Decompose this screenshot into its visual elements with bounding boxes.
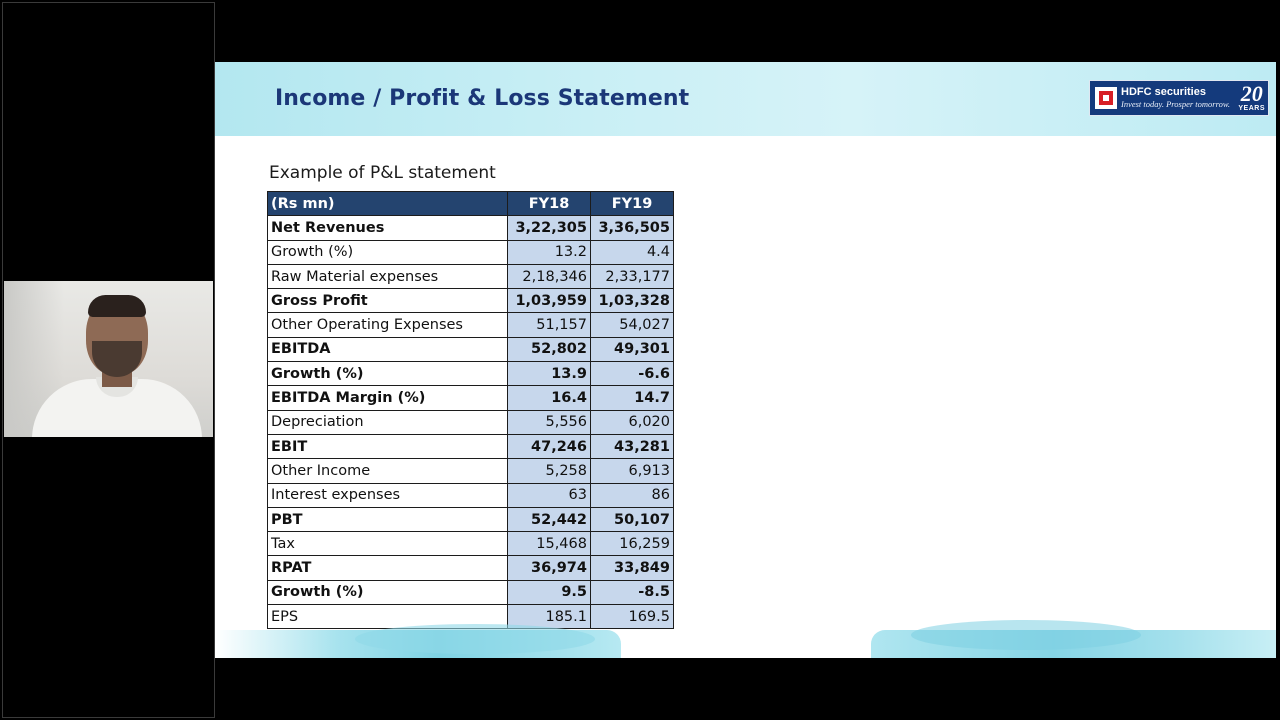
row-label: EBITDA	[267, 336, 508, 363]
row-label: Other Income	[267, 458, 508, 484]
row-value-fy19: 6,020	[590, 409, 674, 435]
row-value-fy19: 49,301	[590, 336, 674, 363]
table-body: Net Revenues 3,22,305 3,36,505 Growth (%) 13…	[267, 215, 674, 630]
table-row: Net Revenues 3,22,305 3,36,505	[267, 215, 674, 241]
row-label: RPAT	[267, 555, 508, 581]
row-value-fy19: 169.5	[590, 604, 674, 630]
row-value-fy18: 36,974	[507, 555, 591, 581]
table-row: EBITDA 52,802 49,301	[267, 336, 674, 363]
pl-statement-table: (Rs mn) FY18 FY19 Net Revenues 3,22,305 3,…	[267, 190, 674, 630]
row-label: Gross Profit	[267, 288, 508, 314]
slide-title: Income / Profit & Loss Statement	[275, 86, 690, 111]
row-value-fy19: 86	[590, 482, 674, 508]
row-label: EBITDA Margin (%)	[267, 385, 508, 411]
row-value-fy18: 47,246	[507, 433, 591, 460]
column-header-unit: (Rs mn)	[267, 190, 508, 217]
presenter-hair	[88, 295, 146, 317]
table-row: Gross Profit 1,03,959 1,03,328	[267, 288, 674, 314]
row-value-fy19: -8.5	[590, 579, 674, 606]
row-label: Growth (%)	[267, 579, 508, 606]
row-value-fy18: 16.4	[507, 385, 591, 411]
row-label: Growth (%)	[267, 239, 508, 265]
row-value-fy19: 3,36,505	[590, 215, 674, 241]
logo-text: HDFC securities Invest today. Prosper to…	[1121, 81, 1230, 115]
row-value-fy18: 63	[507, 482, 591, 508]
row-value-fy19: -6.6	[590, 361, 674, 387]
logo-tagline: Invest today. Prosper tomorrow.	[1121, 99, 1230, 109]
row-value-fy19: 2,33,177	[590, 263, 674, 290]
footer-wave-left	[215, 624, 621, 658]
table-row: Growth (%) 9.5 -8.5	[267, 579, 674, 606]
table-row: Interest expenses 63 86	[267, 482, 674, 508]
row-label: Growth (%)	[267, 361, 508, 387]
presentation-slide: Income / Profit & Loss Statement HDFC se…	[215, 62, 1276, 658]
row-label: Other Operating Expenses	[267, 312, 508, 338]
row-label: Depreciation	[267, 409, 508, 435]
row-label: EPS	[267, 604, 508, 630]
slide-header-band: Income / Profit & Loss Statement HDFC se…	[215, 62, 1276, 136]
row-value-fy18: 52,442	[507, 506, 591, 533]
table-row: Growth (%) 13.9 -6.6	[267, 361, 674, 387]
column-header-fy18: FY18	[507, 190, 591, 217]
table-row: EPS 185.1 169.5	[267, 604, 674, 630]
row-value-fy18: 1,03,959	[507, 288, 591, 314]
presenter-beard	[92, 341, 142, 377]
row-label: Raw Material expenses	[267, 263, 508, 290]
hdfc-securities-logo: HDFC securities Invest today. Prosper to…	[1089, 80, 1269, 116]
table-row: RPAT 36,974 33,849	[267, 555, 674, 581]
table-row: Growth (%) 13.2 4.4	[267, 239, 674, 265]
row-value-fy19: 4.4	[590, 239, 674, 265]
table-row: EBIT 47,246 43,281	[267, 433, 674, 460]
row-value-fy18: 2,18,346	[507, 263, 591, 290]
row-label: PBT	[267, 506, 508, 533]
row-value-fy19: 6,913	[590, 458, 674, 484]
logo-years-label: YEARS	[1238, 105, 1265, 112]
logo-years-number: 20	[1240, 81, 1263, 106]
row-value-fy18: 51,157	[507, 312, 591, 338]
row-value-fy18: 3,22,305	[507, 215, 591, 241]
logo-brand: HDFC securities	[1121, 86, 1206, 98]
table-row: EBITDA Margin (%) 16.4 14.7	[267, 385, 674, 411]
table-header-row: (Rs mn) FY18 FY19	[267, 190, 674, 217]
table-row: Tax 15,468 16,259	[267, 531, 674, 557]
table-caption: Example of P&L statement	[269, 163, 496, 183]
table-row: Raw Material expenses 2,18,346 2,33,177	[267, 263, 674, 290]
row-value-fy18: 5,556	[507, 409, 591, 435]
row-value-fy19: 16,259	[590, 531, 674, 557]
row-value-fy18: 5,258	[507, 458, 591, 484]
row-label: EBIT	[267, 433, 508, 460]
column-header-fy19: FY19	[590, 190, 674, 217]
row-value-fy19: 54,027	[590, 312, 674, 338]
table-row: Other Income 5,258 6,913	[267, 458, 674, 484]
row-value-fy19: 43,281	[590, 433, 674, 460]
footer-wave-right	[871, 620, 1276, 658]
row-value-fy19: 33,849	[590, 555, 674, 581]
logo-anniversary-badge: 20 YEARS	[1238, 81, 1265, 115]
row-value-fy18: 13.9	[507, 361, 591, 387]
table-row: Depreciation 5,556 6,020	[267, 409, 674, 435]
row-value-fy19: 50,107	[590, 506, 674, 533]
row-value-fy18: 9.5	[507, 579, 591, 606]
row-value-fy18: 15,468	[507, 531, 591, 557]
row-label: Interest expenses	[267, 482, 508, 508]
hdfc-logo-icon	[1095, 87, 1117, 109]
row-value-fy19: 1,03,328	[590, 288, 674, 314]
row-label: Net Revenues	[267, 215, 508, 241]
row-label: Tax	[267, 531, 508, 557]
row-value-fy18: 13.2	[507, 239, 591, 265]
presenter-webcam-feed	[4, 281, 213, 437]
table-row: Other Operating Expenses 51,157 54,027	[267, 312, 674, 338]
table-row: PBT 52,442 50,107	[267, 506, 674, 533]
row-value-fy18: 52,802	[507, 336, 591, 363]
row-value-fy19: 14.7	[590, 385, 674, 411]
